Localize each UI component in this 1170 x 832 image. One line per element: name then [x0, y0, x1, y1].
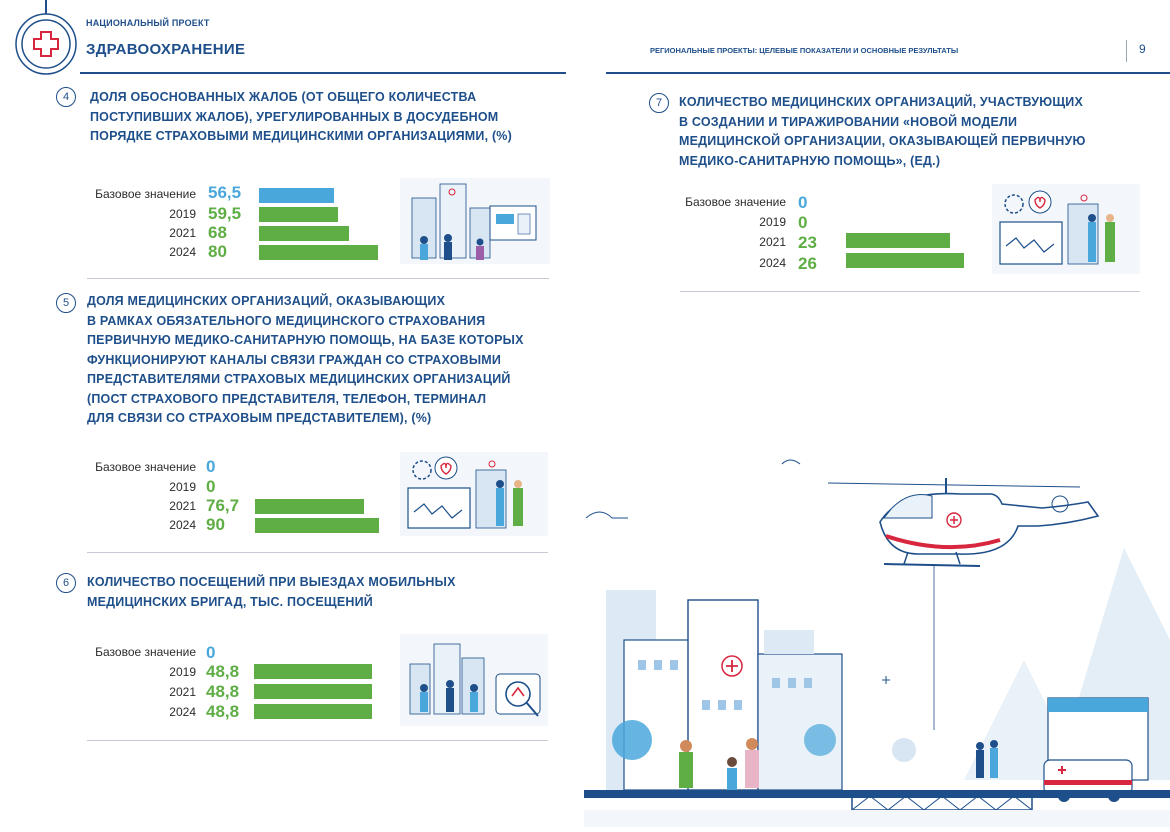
title-line: ДОЛЯ ОБОСНОВАННЫХ ЖАЛОБ (ОТ ОБЩЕГО КОЛИЧ…	[90, 90, 477, 104]
row-value: 23	[798, 233, 817, 252]
row-label: Базовое значение	[685, 195, 786, 209]
row-label: 2019	[169, 665, 196, 679]
project-name: ЗДРАВООХРАНЕНИЕ	[86, 41, 246, 58]
row-value: 0	[206, 457, 216, 476]
row-label: 2019	[169, 480, 196, 494]
row-label: 2021	[759, 235, 786, 249]
clinic-computer-icon	[400, 452, 548, 536]
value-bar	[259, 226, 349, 241]
title-line: В СОЗДАНИИ И ТИРАЖИРОВАНИИ «НОВОЙ МОДЕЛИ	[679, 114, 1018, 129]
helicopter-icon	[827, 478, 1100, 730]
title-line: ДОЛЯ МЕДИЦИНСКИХ ОРГАНИЗАЦИЙ, ОКАЗЫВАЮЩИ…	[87, 294, 446, 308]
logo-stem	[45, 0, 47, 14]
row-value: 48,8	[206, 702, 240, 721]
row-value: 0	[798, 213, 808, 232]
project-logo	[14, 12, 78, 76]
row-value: 0	[206, 477, 216, 496]
divider	[87, 278, 549, 279]
row-value: 68	[208, 223, 227, 242]
row-label: 2019	[169, 207, 196, 221]
title-line: ДЛЯ СВЯЗИ СО СТРАХОВЫМ ПРЕДСТАВИТЕЛЕМ), …	[87, 411, 432, 425]
row-value: 0	[798, 193, 808, 212]
row-value: 80	[208, 242, 227, 261]
value-bar	[259, 245, 378, 260]
title-line: ПОРЯДКЕ СТРАХОВЫМИ МЕДИЦИНСКИМИ ОРГАНИЗА…	[90, 129, 512, 143]
divider	[87, 740, 548, 741]
title-line: ФУНКЦИОНИРУЮТ КАНАЛЫ СВЯЗИ ГРАЖДАН СО СТ…	[87, 352, 502, 367]
indicator-title: КОЛИЧЕСТВО МЕДИЦИНСКИХ ОРГАНИЗАЦИЙ, УЧАС…	[679, 93, 1086, 171]
title-line: (ПОСТ СТРАХОВОГО ПРЕДСТАВИТЕЛЯ, ТЕЛЕФОН,…	[87, 391, 487, 406]
row-value: 48,8	[206, 682, 240, 701]
divider	[680, 291, 1140, 292]
row-value: 90	[206, 515, 225, 534]
page-number-divider	[1126, 40, 1127, 62]
title-line: МЕДИКО-САНИТАРНУЮ ПОМОЩЬ», (ЕД.)	[679, 153, 941, 168]
city-helicopter-illustration	[584, 450, 1170, 827]
row-label: Базовое значение	[95, 645, 196, 659]
title-line: КОЛИЧЕСТВО ПОСЕЩЕНИЙ ПРИ ВЫЕЗДАХ МОБИЛЬН…	[87, 575, 456, 589]
value-bar	[846, 253, 964, 268]
title-line: ПЕРВИЧНУЮ МЕДИКО-САНИТАРНУЮ ПОМОЩЬ, НА Б…	[87, 333, 524, 347]
row-label: 2021	[169, 685, 196, 699]
indicator-title: КОЛИЧЕСТВО ПОСЕЩЕНИЙ ПРИ ВЫЕЗДАХ МОБИЛЬН…	[87, 573, 456, 612]
title-line: МЕДИЦИНСКИХ БРИГАД, ТЫС. ПОСЕЩЕНИЙ	[87, 594, 373, 609]
city-hospital-icon	[400, 178, 550, 264]
page-number: 9	[1139, 42, 1146, 56]
value-bar	[259, 207, 338, 222]
value-bar	[846, 233, 950, 248]
indicator-title: ДОЛЯ МЕДИЦИНСКИХ ОРГАНИЗАЦИЙ, ОКАЗЫВАЮЩИ…	[87, 292, 524, 429]
section-title: РЕГИОНАЛЬНЫЕ ПРОЕКТЫ: ЦЕЛЕВЫЕ ПОКАЗАТЕЛИ…	[650, 46, 959, 55]
row-value: 48,8	[206, 662, 240, 681]
row-value: 26	[798, 254, 817, 273]
row-value: 0	[206, 643, 216, 662]
value-bar	[254, 664, 372, 679]
row-label: 2021	[169, 499, 196, 513]
value-bar	[255, 499, 364, 514]
divider	[87, 552, 548, 553]
value-bar	[254, 704, 372, 719]
clinic-computer-icon	[992, 184, 1140, 274]
row-label: 2021	[169, 226, 196, 240]
indicator-number: 4	[56, 87, 76, 107]
value-bar	[259, 188, 334, 203]
mobile-medical-team-icon	[400, 634, 548, 726]
title-line: ПРЕДСТАВИТЕЛЯМИ СТРАХОВЫХ МЕДИЦИНСКИХ ОР…	[87, 372, 511, 386]
row-label: 2024	[169, 518, 196, 532]
title-line: КОЛИЧЕСТВО МЕДИЦИНСКИХ ОРГАНИЗАЦИЙ, УЧАС…	[679, 95, 1084, 109]
indicator-number: 5	[56, 293, 76, 313]
row-label: 2019	[759, 215, 786, 229]
medical-cross-logo-icon	[15, 13, 77, 75]
title-line: ПОСТУПИВШИХ ЖАЛОБ), УРЕГУЛИРОВАННЫХ В ДО…	[90, 109, 499, 124]
value-bar	[254, 684, 372, 699]
indicator-title: ДОЛЯ ОБОСНОВАННЫХ ЖАЛОБ (ОТ ОБЩЕГО КОЛИЧ…	[90, 88, 512, 147]
row-label: 2024	[169, 705, 196, 719]
header-rule-right	[606, 72, 1170, 74]
row-label: 2024	[169, 245, 196, 259]
indicator-number: 7	[649, 93, 669, 113]
indicator-number: 6	[56, 573, 76, 593]
title-line: МЕДИЦИНСКОЙ ОРГАНИЗАЦИИ, ОКАЗЫВАЮЩЕЙ ПЕР…	[679, 134, 1086, 148]
row-value: 76,7	[206, 496, 240, 515]
row-label: 2024	[759, 256, 786, 270]
row-label: Базовое значение	[95, 460, 196, 474]
row-value: 56,5	[208, 183, 242, 202]
row-label: Базовое значение	[95, 187, 196, 201]
title-line: В РАМКАХ ОБЯЗАТЕЛЬНОГО МЕДИЦИНСКОГО СТРА…	[87, 313, 486, 328]
row-value: 59,5	[208, 204, 242, 223]
value-bar	[255, 518, 379, 533]
project-label: НАЦИОНАЛЬНЫЙ ПРОЕКТ	[86, 18, 210, 28]
header-rule-left	[80, 72, 566, 74]
